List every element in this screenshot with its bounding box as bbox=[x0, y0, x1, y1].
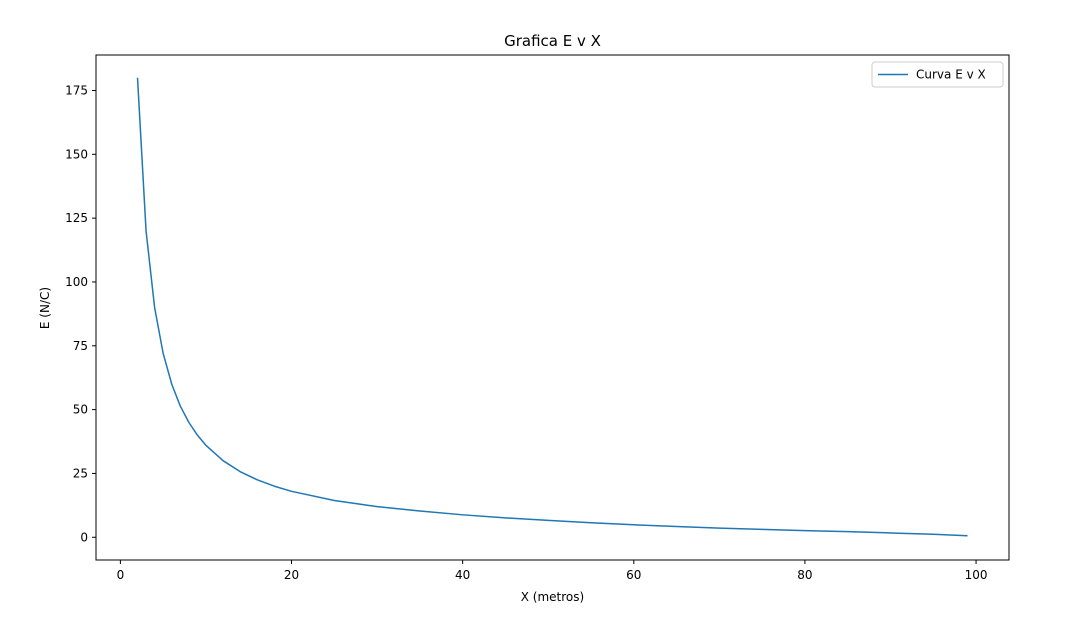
x-axis-label: X (metros) bbox=[521, 590, 584, 604]
x-tick-label-40: 40 bbox=[455, 568, 470, 582]
series-line-0 bbox=[136, 77, 968, 537]
y-tick-label-100: 100 bbox=[65, 275, 88, 289]
y-tick-label-0: 0 bbox=[80, 530, 88, 544]
x-tick-label-20: 20 bbox=[284, 568, 299, 582]
chart-title: Grafica E v X bbox=[504, 32, 601, 50]
y-tick-label-50: 50 bbox=[73, 403, 88, 417]
y-tick-label-25: 25 bbox=[73, 466, 88, 480]
y-tick-label-125: 125 bbox=[65, 211, 88, 225]
legend-entry: Curva E v X bbox=[916, 68, 986, 82]
legend-box bbox=[871, 61, 1004, 88]
legend: Curva E v X bbox=[871, 61, 1004, 88]
y-tick-label-75: 75 bbox=[73, 339, 88, 353]
plot-area: 0 20 40 60 80 100 0 25 50 75 100 125 150 175 bbox=[65, 54, 1010, 582]
x-tick-label-0: 0 bbox=[117, 568, 125, 582]
axes-frame bbox=[95, 54, 1010, 561]
y-axis-label: E (N/C) bbox=[38, 287, 52, 329]
y-tick-label-150: 150 bbox=[65, 147, 88, 161]
x-tick-label-100: 100 bbox=[965, 568, 988, 582]
x-tick-label-60: 60 bbox=[626, 568, 641, 582]
x-tick-label-80: 80 bbox=[797, 568, 812, 582]
y-tick-label-175: 175 bbox=[65, 83, 88, 97]
